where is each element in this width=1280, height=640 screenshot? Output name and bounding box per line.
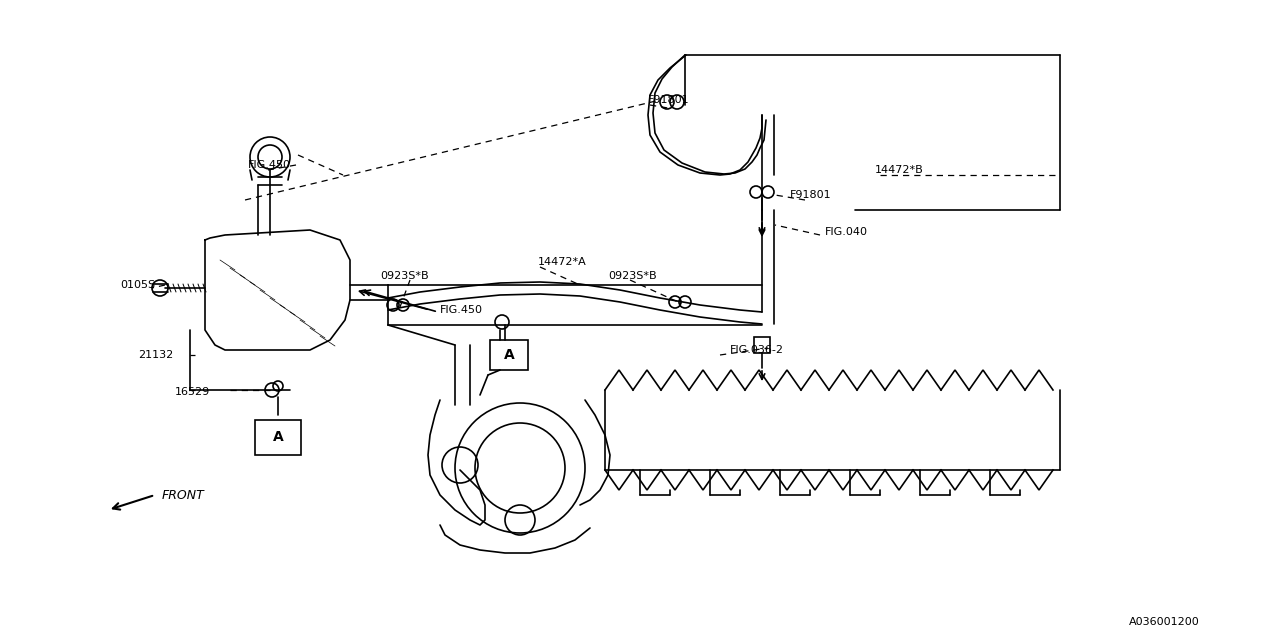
Text: 21132: 21132: [138, 350, 173, 360]
Text: FIG.036-2: FIG.036-2: [730, 345, 785, 355]
Text: A036001200: A036001200: [1129, 617, 1201, 627]
Text: 0923S*B: 0923S*B: [608, 271, 657, 281]
Text: A: A: [503, 348, 515, 362]
Text: F91801: F91801: [790, 190, 832, 200]
Bar: [490, 340, 529, 370]
Text: 0923S*B: 0923S*B: [380, 271, 429, 281]
Text: 16529: 16529: [175, 387, 210, 397]
Text: 14472*B: 14472*B: [876, 165, 924, 175]
Text: FRONT: FRONT: [163, 488, 205, 502]
Text: FIG.450: FIG.450: [440, 305, 483, 315]
Text: A: A: [273, 430, 283, 444]
Text: 0105S: 0105S: [120, 280, 155, 290]
Bar: [255, 420, 301, 455]
Text: 14472*A: 14472*A: [538, 257, 586, 267]
Bar: [754, 337, 771, 353]
Text: F91801: F91801: [648, 95, 690, 105]
Text: FIG.040: FIG.040: [826, 227, 868, 237]
Text: FIG.450: FIG.450: [248, 160, 291, 170]
